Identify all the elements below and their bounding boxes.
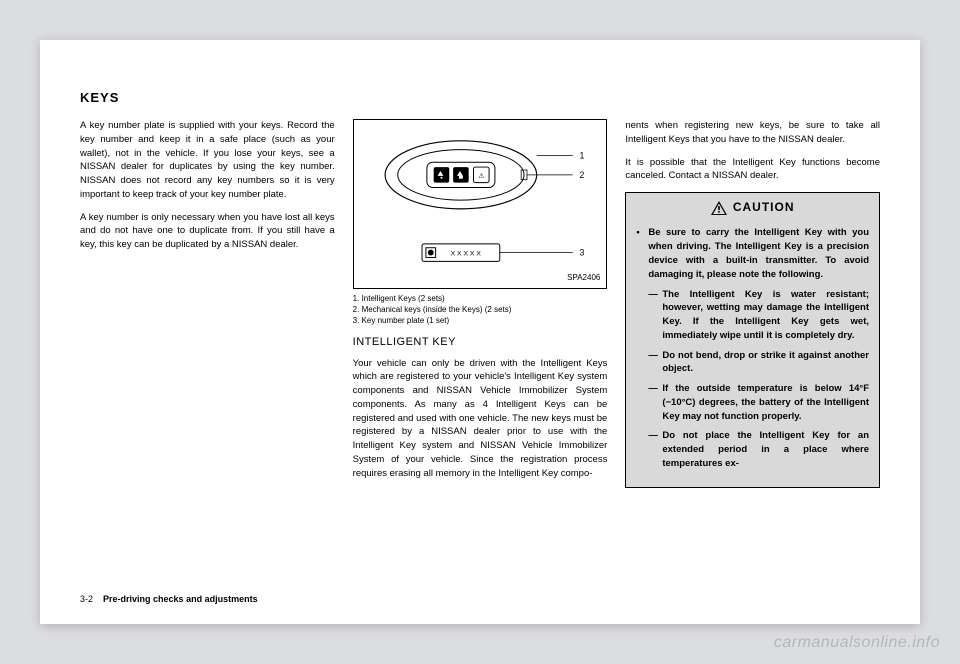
column-2: ⚠ 1 2 X X X X X 3 SPA2406	[353, 119, 608, 489]
callout-1: 1	[579, 150, 584, 160]
figure-legend: 1. Intelligent Keys (2 sets) 2. Mechanic…	[353, 293, 608, 327]
figure-code: SPA2406	[567, 272, 600, 284]
caution-item-2: Do not bend, drop or strike it against a…	[648, 349, 869, 377]
footer-section: Pre-driving checks and adjustments	[103, 594, 258, 604]
key-diagram-svg: ⚠ 1 2 X X X X X 3	[354, 120, 607, 288]
content-columns: A key number plate is supplied with your…	[80, 119, 880, 489]
col3-paragraph-2: It is possible that the Intelligent Key …	[625, 156, 880, 184]
callout-2: 2	[579, 170, 584, 180]
page-number: 3-2	[80, 594, 93, 604]
page-footer: 3-2 Pre-driving checks and adjustments	[80, 594, 258, 604]
intelligent-key-heading: INTELLIGENT KEY	[353, 335, 608, 351]
caution-item-3: If the outside temperature is below 14°F…	[648, 382, 869, 423]
col1-paragraph-2: A key number is only necessary when you …	[80, 211, 335, 252]
legend-2: 2. Mechanical keys (inside the Keys) (2 …	[353, 304, 608, 315]
caution-body: Be sure to carry the Intelligent Key wit…	[626, 220, 879, 486]
caution-label: CAUTION	[733, 199, 795, 216]
watermark: carmanualsonline.info	[774, 634, 940, 652]
key-figure: ⚠ 1 2 X X X X X 3 SPA2406	[353, 119, 608, 289]
column-3: nents when registering new keys, be sure…	[625, 119, 880, 489]
plate-text: X X X X X	[450, 251, 481, 258]
col1-paragraph-1: A key number plate is supplied with your…	[80, 119, 335, 202]
caution-lead: Be sure to carry the Intelligent Key wit…	[648, 227, 869, 279]
col3-paragraph-1: nents when registering new keys, be sure…	[625, 119, 880, 147]
legend-3: 3. Key number plate (1 set)	[353, 315, 608, 326]
caution-item-4: Do not place the Intelligent Key for an …	[648, 429, 869, 470]
svg-text:⚠: ⚠	[478, 172, 484, 180]
column-1: A key number plate is supplied with your…	[80, 119, 335, 489]
callout-3: 3	[579, 248, 584, 258]
legend-1: 1. Intelligent Keys (2 sets)	[353, 293, 608, 304]
col2-paragraph-1: Your vehicle can only be driven with the…	[353, 357, 608, 481]
warning-icon	[711, 201, 727, 215]
caution-header: CAUTION	[626, 193, 879, 220]
manual-page: KEYS A key number plate is supplied with…	[40, 40, 920, 624]
section-title: KEYS	[80, 90, 880, 105]
caution-box: CAUTION Be sure to carry the Intelligent…	[625, 192, 880, 488]
caution-item-1: The Intelligent Key is water resistant; …	[648, 288, 869, 343]
